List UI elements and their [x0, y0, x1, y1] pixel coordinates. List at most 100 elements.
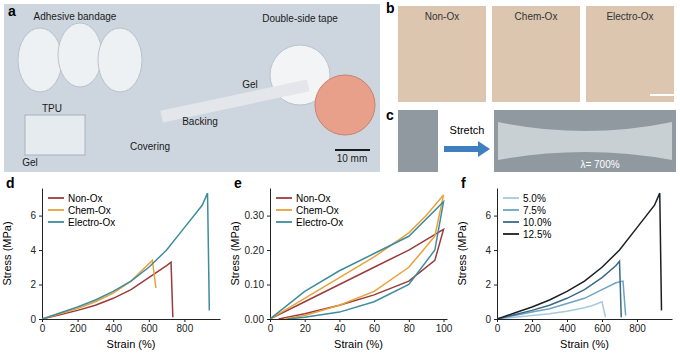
tape-roll [315, 75, 375, 135]
tick-label: 0 [268, 323, 274, 334]
chart: 0204060801000.000.100.200.30Strain (%)St… [229, 175, 453, 350]
axis-line [42, 189, 43, 320]
legend-label: 12.5% [523, 229, 551, 240]
tick: 600 [594, 319, 611, 334]
tick-label: 800 [629, 323, 646, 334]
tick-label: 2 [30, 279, 36, 290]
photo-label: Chem-Ox [515, 11, 558, 22]
axis-line [270, 189, 271, 320]
bandage [18, 28, 62, 92]
tick-label: 800 [177, 323, 194, 334]
tick: 400 [559, 319, 576, 334]
scale-bar [650, 94, 676, 96]
photo-panels: Adhesive bandageDouble-side tapeTPUGelCo… [4, 0, 676, 172]
tick-mark [39, 319, 42, 320]
chart: 02004006008000246Strain (%)Stress (MPa)d… [1, 175, 221, 350]
bandage [58, 23, 102, 87]
photo-label: Non-Ox [425, 11, 459, 22]
photo-label: Covering [130, 141, 170, 152]
tick: 4 [485, 245, 497, 256]
tick-mark [267, 216, 270, 217]
tick-mark [602, 319, 603, 322]
legend-label: 10.0% [523, 217, 551, 228]
tick-mark [532, 319, 533, 322]
x-axis: 0200400600800 [40, 319, 221, 334]
tick-mark [494, 216, 497, 217]
tick-mark [444, 319, 445, 322]
tick-label: 4 [30, 245, 36, 256]
photo-sample [586, 6, 674, 102]
tick: 2 [30, 279, 42, 290]
tick: 6 [485, 210, 497, 221]
plot-area [42, 193, 209, 319]
tick-label: 0.30 [245, 210, 265, 221]
tick-label: 6 [30, 210, 36, 221]
tick-mark [637, 319, 638, 322]
legend-label: Electro-Ox [296, 217, 343, 228]
tick: 0.00 [245, 314, 270, 325]
tick: 0.10 [245, 279, 270, 290]
tick: 4 [30, 245, 42, 256]
y-axis-title: Stress (MPa) [456, 221, 468, 285]
tick-label: 400 [105, 323, 122, 334]
legend-label: Chem-Ox [296, 205, 339, 216]
legend-swatch [276, 209, 292, 211]
tick-mark [267, 319, 270, 320]
tick-mark [339, 319, 340, 322]
tick-label: 200 [524, 323, 541, 334]
legend-label: Non-Ox [296, 193, 330, 204]
tick-mark [409, 319, 410, 322]
tick-mark [39, 216, 42, 217]
photo-before [398, 110, 438, 172]
tick: 0 [485, 314, 497, 325]
tick: 0.30 [245, 210, 270, 221]
tick-label: 2 [485, 279, 491, 290]
legend: Non-OxChem-OxElectro-Ox [276, 193, 343, 228]
plot-area [497, 193, 662, 319]
tick: 0 [495, 319, 501, 334]
tick-mark [494, 319, 497, 320]
photo-label: Electro-Ox [606, 11, 653, 22]
x-axis: 0 200 400 600 800 [495, 319, 673, 334]
tick-mark [113, 319, 114, 322]
y-axis: 0.000.100.200.30 [245, 189, 271, 325]
tick-mark [78, 319, 79, 322]
tick: 80 [404, 319, 416, 334]
tick-label: 0 [485, 314, 491, 325]
axis-line [497, 189, 498, 320]
y-axis: 0246 [30, 189, 42, 325]
photo-label: λ= 700% [580, 159, 619, 170]
tick-label: 100 [436, 323, 453, 334]
tick-mark [267, 250, 270, 251]
legend-label: 7.5% [523, 205, 546, 216]
legend: Non-OxChem-OxElectro-Ox [48, 193, 115, 228]
photo-label: Adhesive bandage [34, 11, 117, 22]
tick-mark [267, 285, 270, 286]
legend-swatch [503, 209, 519, 211]
legend-swatch [48, 221, 64, 223]
bandage [98, 28, 142, 92]
photo-label: Stretch [450, 124, 485, 136]
tick-label: 600 [594, 323, 611, 334]
legend: 5.0%7.5%10.0%12.5% [503, 193, 551, 240]
photo-label: 10 mm [337, 153, 368, 164]
plot-area [270, 195, 444, 319]
tick: 40 [334, 319, 346, 334]
photo-label: Gel [242, 79, 258, 90]
tick-label: 600 [141, 323, 158, 334]
tick: 400 [105, 319, 122, 334]
photo-sample [398, 6, 486, 102]
series-line [42, 260, 156, 319]
photo-label: Double-side tape [262, 13, 338, 24]
panel-letter: c [386, 107, 394, 123]
tick-label: 200 [70, 323, 87, 334]
panel-letter: b [386, 0, 395, 16]
y-axis-title: Stress (MPa) [1, 221, 13, 285]
tick-label: 20 [300, 323, 312, 334]
photo-after [494, 110, 676, 172]
legend-swatch [503, 197, 519, 199]
tick-mark [567, 319, 568, 322]
tick: 6 [30, 210, 42, 221]
axis-line [498, 319, 673, 320]
tick-mark [305, 319, 306, 322]
